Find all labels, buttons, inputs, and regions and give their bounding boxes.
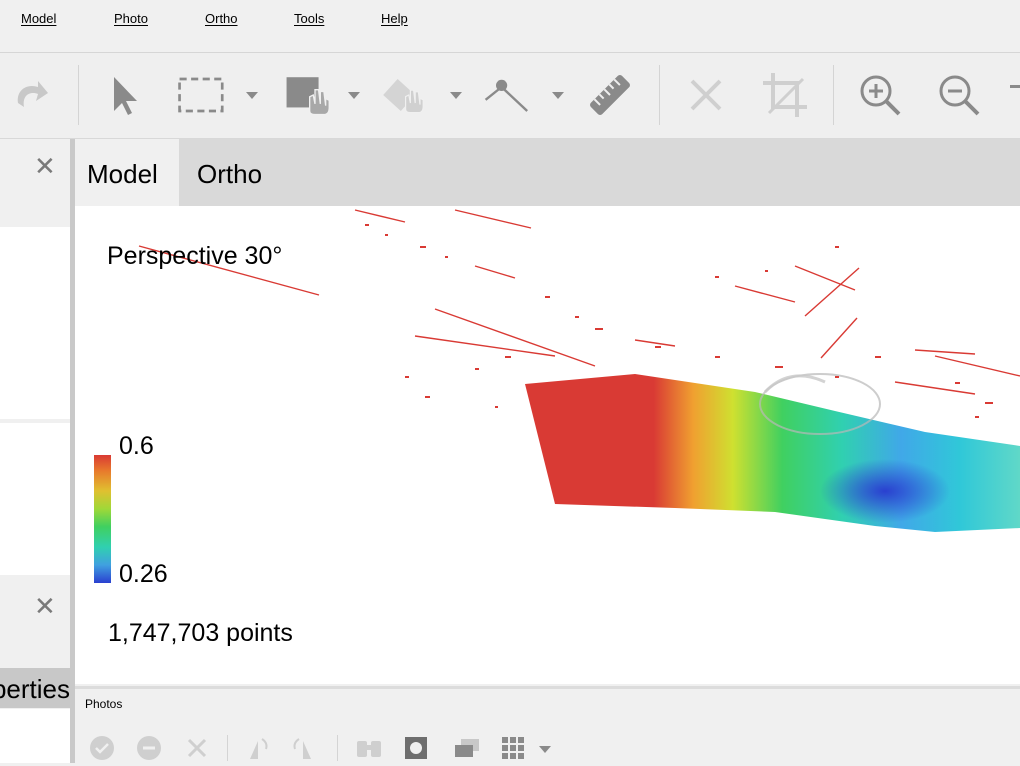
zoom-in-button[interactable] [856, 71, 904, 119]
draw-polygon-icon [286, 77, 330, 116]
menu-ortho[interactable]: Ortho [205, 11, 238, 26]
chevron-down-icon[interactable] [449, 90, 463, 100]
layers-icon [455, 739, 479, 757]
shape-select-icon [383, 79, 424, 114]
chevron-down-icon[interactable] [347, 90, 361, 100]
close-icon [187, 738, 207, 758]
shape-select-button[interactable] [380, 71, 428, 119]
toolbar-separator [659, 65, 660, 125]
rotate-left-button[interactable] [242, 733, 272, 763]
zoom-in-icon [860, 75, 901, 116]
rectangle-selection-button[interactable] [176, 71, 224, 119]
binoculars-icon [357, 741, 381, 757]
disable-camera-button[interactable] [134, 733, 164, 763]
tab-ortho-label: Ortho [197, 159, 263, 189]
color-scale-min: 0.26 [119, 560, 168, 588]
point-cloud [138, 209, 1020, 532]
crop-icon [763, 73, 807, 117]
model-viewport[interactable]: Perspective 30° 0.6 0.26 1,747,703 point… [75, 206, 1020, 684]
check-circle-icon [90, 736, 114, 760]
left-dock: ✕ ✕ [0, 139, 72, 763]
mask-icon [405, 737, 427, 759]
rotate-left-icon [250, 738, 268, 759]
close-icon[interactable]: ✕ [34, 591, 56, 621]
zoom-out-button[interactable] [935, 71, 983, 119]
overflow-plus-icon[interactable] [1010, 85, 1020, 88]
remove-camera-button[interactable] [182, 733, 212, 763]
redo-icon [17, 81, 48, 107]
filter-photos-button[interactable] [354, 733, 384, 763]
photos-panel: Photos [75, 686, 1020, 766]
workspace-panel-header [0, 139, 70, 227]
enable-camera-button[interactable] [87, 733, 117, 763]
color-scale-max: 0.6 [119, 432, 154, 460]
photos-separator [337, 735, 338, 761]
secondary-panel-body [0, 423, 70, 575]
properties-panel-body [0, 709, 70, 763]
ruler-point-button[interactable] [484, 71, 532, 119]
select-pointer-icon [114, 77, 137, 115]
tab-model-label: Model [87, 159, 158, 189]
draw-polygon-button[interactable] [283, 71, 331, 119]
rotate-right-button[interactable] [289, 733, 319, 763]
toolbar [0, 53, 1020, 139]
toolbar-separator [833, 65, 834, 125]
mask-button[interactable] [401, 733, 431, 763]
dock-splitter[interactable] [70, 139, 75, 763]
crop-button[interactable] [761, 71, 809, 119]
close-icon[interactable]: ✕ [34, 151, 56, 181]
chevron-down-icon[interactable] [538, 744, 552, 754]
tab-properties-label: Properties [0, 674, 70, 704]
menu-help[interactable]: Help [381, 11, 408, 26]
chevron-down-icon[interactable] [245, 90, 259, 100]
layers-button[interactable] [452, 733, 482, 763]
point-count: 1,747,703 points [108, 619, 293, 647]
ruler-icon [590, 75, 630, 115]
properties-panel-header [0, 579, 70, 667]
toolbar-separator [78, 65, 79, 125]
delete-icon [690, 79, 722, 111]
grid-icon [502, 737, 524, 759]
zoom-out-icon [939, 75, 980, 116]
ruler-button[interactable] [586, 71, 634, 119]
menu-bar: Model Photo Ortho Tools Help [0, 0, 1020, 53]
tab-ortho[interactable]: Ortho [185, 139, 274, 206]
menu-photo[interactable]: Photo [114, 11, 148, 26]
select-button[interactable] [98, 71, 146, 119]
color-scale-bar [94, 455, 111, 583]
rectangle-selection-icon [178, 77, 224, 113]
projection-label: Perspective 30° [107, 242, 283, 270]
photos-panel-title: Photos [85, 697, 123, 711]
tab-properties[interactable]: Properties [0, 668, 70, 708]
chevron-down-icon[interactable] [551, 90, 565, 100]
minus-circle-icon [137, 736, 161, 760]
view-mode-button[interactable] [498, 733, 528, 763]
rotate-right-icon [293, 738, 311, 759]
delete-button[interactable] [682, 71, 730, 119]
view-tabs: Model Ortho [75, 139, 1020, 206]
tab-model[interactable]: Model [75, 139, 179, 206]
photos-separator [227, 735, 228, 761]
redo-button[interactable] [6, 71, 54, 119]
workspace-panel-body [0, 227, 70, 419]
ruler-point-icon [484, 79, 529, 112]
menu-model[interactable]: Model [21, 11, 57, 26]
menu-tools[interactable]: Tools [294, 11, 325, 26]
